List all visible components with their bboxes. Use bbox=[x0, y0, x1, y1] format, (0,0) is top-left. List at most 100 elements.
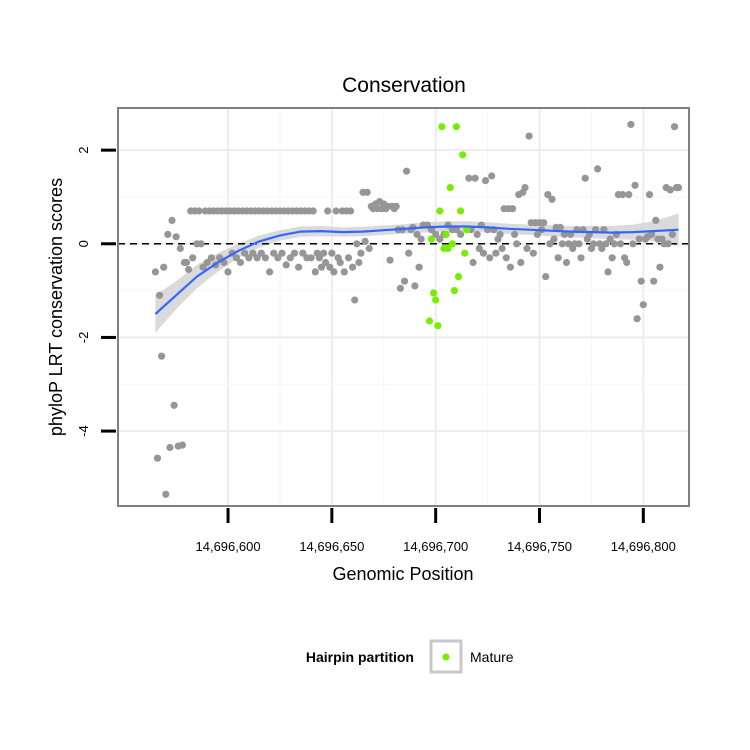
point-other bbox=[664, 240, 672, 248]
point-other bbox=[513, 240, 521, 248]
point-other bbox=[290, 249, 299, 257]
point-other bbox=[631, 181, 639, 189]
point-other bbox=[309, 207, 317, 215]
point-other bbox=[635, 235, 643, 243]
point-mature bbox=[438, 123, 446, 131]
point-other bbox=[629, 240, 637, 248]
point-other bbox=[650, 277, 658, 285]
point-other bbox=[652, 216, 660, 224]
point-other bbox=[299, 249, 307, 257]
point-other bbox=[506, 263, 514, 271]
point-mature bbox=[432, 296, 440, 304]
point-other bbox=[249, 249, 257, 257]
point-other bbox=[546, 240, 554, 248]
point-mature bbox=[425, 317, 434, 325]
point-other bbox=[517, 258, 525, 267]
plot-background bbox=[118, 108, 689, 506]
y-tick-label: 0 bbox=[76, 240, 91, 247]
point-other bbox=[307, 254, 315, 262]
point-other bbox=[270, 249, 278, 257]
point-other bbox=[540, 219, 548, 227]
point-other bbox=[363, 188, 371, 196]
point-mature bbox=[448, 240, 456, 248]
point-other bbox=[182, 258, 191, 267]
legend-label-mature: Mature bbox=[470, 649, 514, 665]
point-mature bbox=[442, 230, 450, 238]
point-other bbox=[508, 205, 517, 213]
point-other bbox=[457, 230, 465, 238]
point-other bbox=[162, 490, 170, 498]
point-other bbox=[411, 282, 419, 290]
point-other bbox=[523, 244, 531, 253]
point-other bbox=[619, 191, 627, 199]
point-other bbox=[224, 268, 232, 276]
point-other bbox=[475, 244, 483, 253]
point-other bbox=[241, 249, 249, 257]
point-other bbox=[164, 230, 172, 238]
point-other bbox=[417, 235, 425, 243]
point-other bbox=[544, 191, 552, 199]
point-other bbox=[386, 256, 394, 264]
point-other bbox=[315, 254, 323, 262]
point-other bbox=[199, 263, 207, 271]
point-other bbox=[598, 244, 606, 253]
point-other bbox=[556, 223, 564, 231]
confidence-ribbon bbox=[155, 213, 679, 333]
point-mature bbox=[427, 235, 436, 243]
point-other bbox=[355, 258, 363, 267]
point-other bbox=[471, 174, 479, 182]
point-other bbox=[473, 230, 481, 238]
point-other bbox=[562, 258, 571, 267]
point-other bbox=[207, 254, 215, 262]
point-other bbox=[344, 254, 353, 262]
point-other bbox=[178, 441, 186, 449]
point-other bbox=[405, 249, 413, 257]
point-other bbox=[668, 230, 677, 238]
point-other bbox=[232, 254, 240, 262]
x-axis-title: Genomic Position bbox=[332, 564, 473, 584]
point-other bbox=[328, 249, 336, 257]
point-other bbox=[608, 254, 616, 262]
point-other bbox=[403, 167, 411, 175]
point-other bbox=[257, 249, 265, 257]
point-other bbox=[625, 191, 633, 199]
point-other bbox=[670, 123, 679, 131]
point-other bbox=[581, 174, 589, 182]
x-tick-label: 14,696,600 bbox=[196, 539, 261, 554]
point-mature bbox=[454, 273, 463, 281]
point-other bbox=[274, 254, 282, 262]
x-tick-label: 14,696,700 bbox=[403, 539, 468, 554]
point-other bbox=[324, 207, 332, 215]
point-other bbox=[533, 230, 542, 238]
x-tick-label: 14,696,650 bbox=[299, 539, 364, 554]
point-other bbox=[361, 237, 369, 245]
point-other bbox=[469, 258, 477, 267]
point-other bbox=[236, 258, 245, 267]
point-other bbox=[465, 174, 473, 182]
point-other bbox=[317, 263, 326, 271]
point-mature bbox=[446, 184, 454, 192]
point-other bbox=[197, 240, 205, 248]
point-other bbox=[413, 230, 421, 238]
legend: Hairpin partition Mature bbox=[306, 639, 514, 674]
point-other bbox=[349, 263, 357, 271]
point-other bbox=[336, 258, 344, 267]
point-other bbox=[155, 291, 164, 299]
point-other bbox=[295, 263, 303, 271]
point-other bbox=[353, 240, 361, 248]
point-other bbox=[498, 244, 506, 253]
y-tick-label: 2 bbox=[76, 147, 91, 154]
point-other bbox=[604, 268, 612, 276]
legend-key-mature bbox=[442, 653, 450, 661]
point-other bbox=[610, 240, 618, 248]
x-axis: 14,696,600 14,696,650 14,696,700 14,696,750… bbox=[196, 508, 676, 554]
point-other bbox=[436, 235, 444, 243]
point-other bbox=[332, 207, 340, 215]
point-other bbox=[347, 207, 355, 215]
y-tick-label: -4 bbox=[76, 425, 91, 437]
point-other bbox=[195, 207, 203, 215]
point-other bbox=[282, 261, 290, 269]
point-other bbox=[153, 454, 162, 462]
point-other bbox=[168, 216, 176, 224]
